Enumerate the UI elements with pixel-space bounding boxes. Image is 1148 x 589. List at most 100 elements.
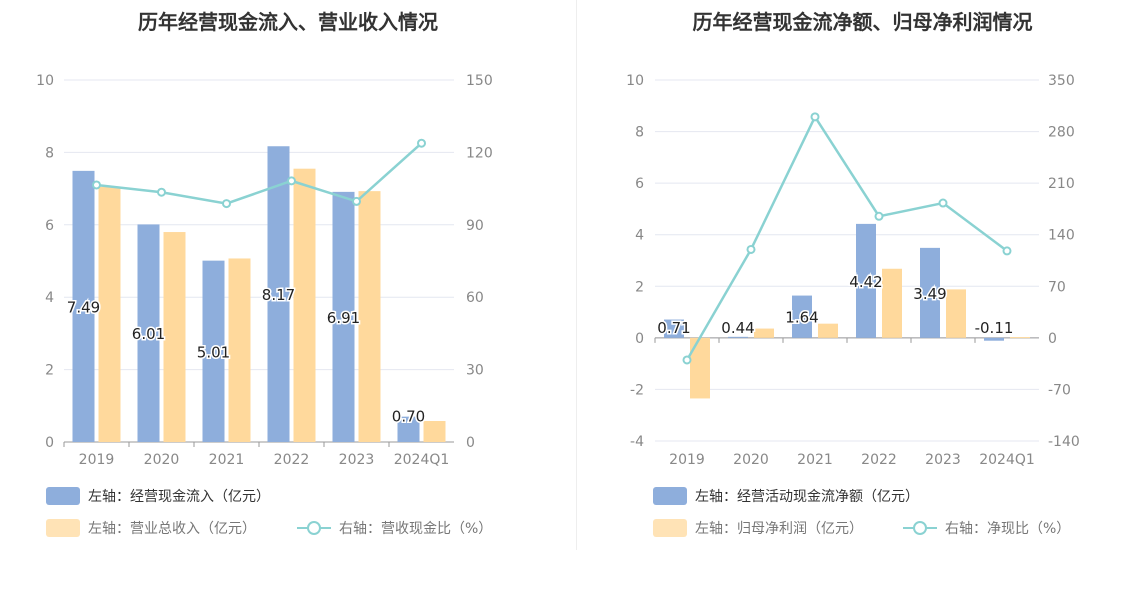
line-point xyxy=(810,112,820,122)
y-left-tick-label: 4 xyxy=(45,290,54,306)
y-right-tick-label: 60 xyxy=(466,290,484,306)
y-left-tick-label: 0 xyxy=(45,435,54,451)
y-right-tick-label: 120 xyxy=(466,145,493,161)
x-tick-label: 2020 xyxy=(733,452,769,468)
bar xyxy=(792,295,812,338)
legend-label: 右轴：营收现金比（%） xyxy=(339,521,493,537)
bar xyxy=(423,421,446,442)
x-tick-label: 2019 xyxy=(669,452,705,468)
legend-label: 左轴：经营活动现金流净额（亿元） xyxy=(695,489,919,505)
y-left-tick-label: 4 xyxy=(635,228,644,244)
y-right-tick-label: 0 xyxy=(466,435,475,451)
bar-data-label: 4.42 xyxy=(849,273,882,291)
bar xyxy=(728,336,748,338)
chart-title: 历年经营现金流净额、归母净利润情况 xyxy=(692,10,1033,34)
right-chart-svg: -4 -2 0 2 4 6 8 10 -140 -70 0 70 140 210 280 350 2019 202… xyxy=(626,73,1080,468)
bar xyxy=(882,268,902,338)
legend-item-series-1[interactable]: 左轴：经营现金流入（亿元） xyxy=(46,486,270,506)
x-tick-label: 2020 xyxy=(144,452,180,468)
legend-label: 右轴：净现比（%） xyxy=(945,521,1071,537)
legend-item-series-3[interactable]: 右轴：营收现金比（%） xyxy=(297,518,492,538)
bar-data-label: 0.70 xyxy=(392,408,425,426)
bar-data-label: 8.17 xyxy=(262,286,295,304)
y-left-tick-label: 0 xyxy=(635,331,644,347)
legend-label: 左轴：归母净利润（亿元） xyxy=(695,521,863,537)
line-point xyxy=(682,355,692,365)
line-point xyxy=(287,176,296,186)
left-chart-panel: 历年经营现金流入、营业收入情况 0 2 4 6 8 10 0 30 60 90 120 150 2019… xyxy=(36,10,493,538)
y-left-tick-label: 8 xyxy=(635,125,644,141)
x-tick-label: 2022 xyxy=(861,452,897,468)
bar xyxy=(946,289,966,338)
line-point xyxy=(746,244,756,254)
left-chart-svg: 0 2 4 6 8 10 0 30 60 90 120 150 2019 2020 2021 2022 2023… xyxy=(36,73,493,468)
bar xyxy=(72,170,95,442)
legend-swatch-bar-yellow xyxy=(653,519,687,537)
bar-data-label: 6.91 xyxy=(327,309,360,327)
y-right-tick-label: 90 xyxy=(466,218,484,234)
legend-item-series-2[interactable]: 左轴：营业总收入（亿元） xyxy=(46,518,256,538)
bar xyxy=(137,224,160,442)
bar xyxy=(332,191,355,442)
bar xyxy=(1010,337,1030,339)
legend-item-series-3[interactable]: 右轴：净现比（%） xyxy=(903,518,1070,538)
line-point xyxy=(938,198,948,208)
legend-label: 左轴：营业总收入（亿元） xyxy=(88,521,256,537)
y-left-tick-label: -4 xyxy=(630,434,644,450)
bar xyxy=(754,328,774,338)
legend-swatch-bar-blue xyxy=(46,487,80,505)
legend-label: 左轴：经营现金流入（亿元） xyxy=(88,489,270,505)
y-left-tick-label: 2 xyxy=(45,363,54,379)
line-point xyxy=(352,196,361,206)
y-left-tick-label: 2 xyxy=(635,279,644,295)
y-right-tick-label: -70 xyxy=(1048,382,1071,398)
bar-data-label: 0.71 xyxy=(657,319,690,337)
y-right-tick-label: 70 xyxy=(1048,279,1066,295)
bar xyxy=(664,319,684,338)
bar xyxy=(98,186,121,442)
panel-divider xyxy=(576,0,577,550)
bar xyxy=(984,337,1004,341)
bar xyxy=(202,260,225,442)
y-right-tick-label: 350 xyxy=(1048,73,1075,89)
line-point xyxy=(222,199,231,209)
bar-data-label: 1.64 xyxy=(785,309,818,327)
bar xyxy=(856,223,876,338)
y-right-tick-label: 30 xyxy=(466,363,484,379)
line-point xyxy=(92,180,101,190)
x-tick-label: 2019 xyxy=(79,452,115,468)
bar xyxy=(358,191,381,442)
bar xyxy=(397,416,420,442)
bar xyxy=(163,232,186,442)
bar xyxy=(690,337,710,399)
legend-swatch-bar-yellow xyxy=(46,519,80,537)
y-right-tick-label: 280 xyxy=(1048,125,1075,141)
legend-swatch-line-icon xyxy=(297,519,331,537)
bar xyxy=(228,258,251,442)
y-right-tick-label: 150 xyxy=(466,73,493,89)
legend-swatch-line-icon xyxy=(903,519,937,537)
chart-title: 历年经营现金流入、营业收入情况 xyxy=(138,10,438,34)
x-tick-label: 2023 xyxy=(925,452,961,468)
right-chart-panel: 历年经营现金流净额、归母净利润情况 -4 -2 0 2 4 6 8 10 -140 -70 0 70 1… xyxy=(577,0,1148,589)
line-point xyxy=(1002,246,1012,256)
y-right-tick-label: 140 xyxy=(1048,228,1075,244)
bar-data-label: -0.11 xyxy=(975,319,1014,337)
bar xyxy=(920,247,940,338)
bar-data-label: 5.01 xyxy=(197,343,230,361)
y-right-tick-label: 0 xyxy=(1048,331,1057,347)
x-tick-label: 2023 xyxy=(339,452,375,468)
bar-data-label: 7.49 xyxy=(67,298,100,316)
y-left-tick-label: 10 xyxy=(36,73,54,89)
line-point xyxy=(157,187,166,197)
x-tick-label: 2021 xyxy=(797,452,833,468)
y-left-tick-label: 8 xyxy=(45,145,54,161)
y-right-tick-label: -140 xyxy=(1048,434,1080,450)
bar xyxy=(293,168,316,442)
legend-swatch-bar-blue xyxy=(653,487,687,505)
legend-item-series-1[interactable]: 左轴：经营活动现金流净额（亿元） xyxy=(653,486,919,506)
y-left-tick-label: -2 xyxy=(630,382,644,398)
legend-item-series-2[interactable]: 左轴：归母净利润（亿元） xyxy=(653,518,863,538)
bar xyxy=(818,323,838,338)
y-left-tick-label: 6 xyxy=(635,176,644,192)
